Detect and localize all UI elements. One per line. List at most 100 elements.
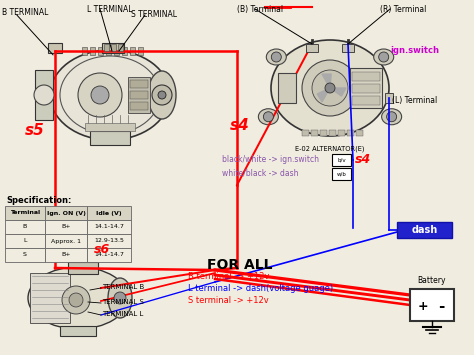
Bar	[5, 206, 45, 220]
Bar	[87, 234, 131, 248]
Bar	[410, 289, 454, 321]
Bar	[352, 84, 380, 93]
Bar	[130, 102, 148, 110]
Bar	[111, 44, 116, 51]
Bar	[45, 206, 87, 220]
Text: B+: B+	[61, 224, 71, 229]
Bar	[347, 130, 354, 136]
Ellipse shape	[258, 109, 278, 125]
Text: s6: s6	[94, 243, 110, 256]
Text: white/black -> dash: white/black -> dash	[222, 169, 299, 178]
Bar	[138, 47, 143, 55]
Circle shape	[62, 286, 90, 314]
Bar	[320, 130, 327, 136]
Text: B: B	[23, 224, 27, 229]
Text: L TERMINAL: L TERMINAL	[87, 5, 133, 14]
Text: TERMINAL B: TERMINAL B	[102, 284, 144, 290]
Bar	[350, 68, 382, 108]
Text: (R) Terminal: (R) Terminal	[380, 5, 427, 14]
Text: S: S	[23, 252, 27, 257]
Bar	[87, 220, 131, 234]
Circle shape	[158, 91, 166, 99]
Text: L: L	[23, 239, 27, 244]
Text: s5: s5	[25, 123, 45, 138]
Circle shape	[312, 70, 348, 106]
Ellipse shape	[271, 40, 389, 136]
Text: black/white -> ign.switch: black/white -> ign.switch	[222, 155, 319, 164]
Bar	[130, 47, 135, 55]
Text: Terminal: Terminal	[10, 211, 40, 215]
Text: B terminal -> +12v: B terminal -> +12v	[188, 272, 269, 281]
Text: L terminal -> dash(voltage guage): L terminal -> dash(voltage guage)	[188, 284, 333, 293]
Bar	[338, 130, 345, 136]
Bar	[5, 220, 45, 234]
Bar	[122, 47, 127, 55]
Circle shape	[78, 73, 122, 117]
Text: 14.1-14.7: 14.1-14.7	[94, 252, 124, 257]
Ellipse shape	[28, 267, 128, 329]
Bar	[130, 91, 148, 99]
Bar	[306, 44, 318, 52]
Text: Battery: Battery	[418, 276, 446, 285]
Bar	[106, 47, 111, 55]
Bar	[60, 326, 96, 336]
Circle shape	[91, 86, 109, 104]
Circle shape	[387, 112, 397, 122]
Bar	[45, 220, 87, 234]
Bar	[278, 73, 296, 103]
Circle shape	[271, 52, 281, 62]
Text: w/b: w/b	[337, 171, 347, 176]
FancyBboxPatch shape	[332, 168, 352, 180]
Text: TERMINAL S: TERMINAL S	[102, 299, 144, 305]
Text: Approx. 1: Approx. 1	[51, 239, 81, 244]
Bar	[45, 234, 87, 248]
Bar	[68, 262, 98, 274]
Bar	[329, 130, 336, 136]
Text: s4: s4	[230, 118, 250, 133]
Text: 12.9-13.5: 12.9-13.5	[94, 239, 124, 244]
Bar	[352, 72, 380, 81]
Text: B TERMINAL: B TERMINAL	[2, 8, 48, 17]
Text: 14.1-14.7: 14.1-14.7	[94, 224, 124, 229]
Text: Specification:: Specification:	[6, 196, 72, 205]
Ellipse shape	[374, 49, 394, 65]
Bar	[90, 47, 95, 55]
Text: ign.switch: ign.switch	[390, 46, 439, 55]
Bar	[128, 77, 150, 113]
Ellipse shape	[50, 50, 170, 140]
Bar	[98, 47, 103, 55]
Bar	[104, 44, 109, 51]
Ellipse shape	[148, 71, 176, 119]
Text: (B) Terminal: (B) Terminal	[237, 5, 283, 14]
Bar	[385, 93, 393, 103]
Bar	[87, 248, 131, 262]
Circle shape	[69, 293, 83, 307]
Ellipse shape	[108, 278, 132, 318]
Bar	[82, 47, 87, 55]
Bar	[352, 96, 380, 105]
Bar	[118, 44, 123, 51]
Bar	[45, 248, 87, 262]
Bar	[302, 130, 309, 136]
Text: E-02 ALTERNATOR(E): E-02 ALTERNATOR(E)	[295, 146, 365, 153]
Circle shape	[302, 60, 358, 116]
FancyBboxPatch shape	[397, 222, 452, 238]
Bar	[85, 123, 135, 131]
Bar	[114, 47, 119, 55]
Bar	[356, 130, 363, 136]
Bar	[35, 70, 53, 120]
Bar	[5, 234, 45, 248]
Text: +: +	[418, 300, 428, 312]
Bar	[130, 80, 148, 88]
Bar	[5, 248, 45, 262]
Text: dash: dash	[411, 225, 438, 235]
Text: TERMINAL L: TERMINAL L	[102, 311, 143, 317]
Text: S TERMINAL: S TERMINAL	[131, 10, 177, 19]
Bar	[30, 273, 70, 323]
Circle shape	[114, 292, 126, 304]
FancyBboxPatch shape	[332, 153, 352, 165]
Bar	[48, 43, 62, 53]
Text: -: -	[438, 299, 444, 313]
Text: s4: s4	[355, 153, 371, 166]
Text: S terminal -> +12v: S terminal -> +12v	[188, 296, 269, 305]
